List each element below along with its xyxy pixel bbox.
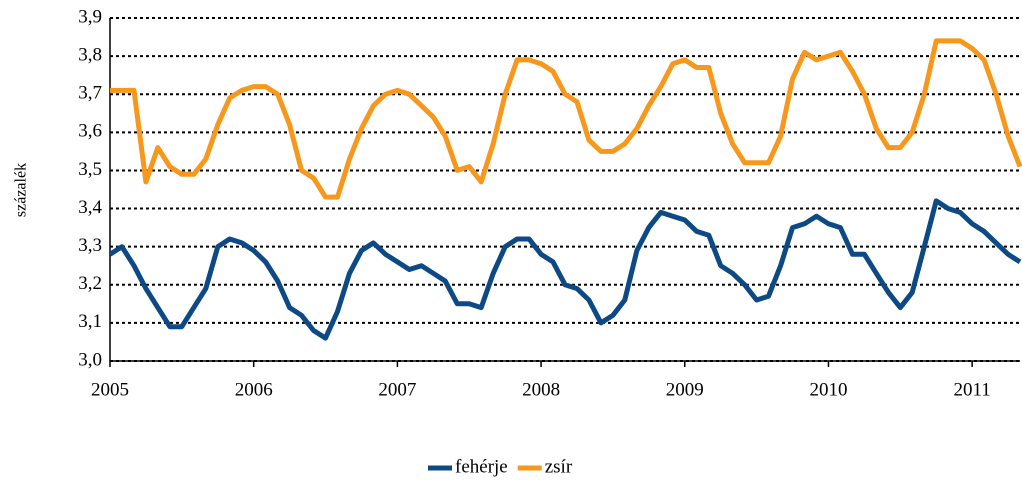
y-tick-label: 3,4	[78, 197, 102, 218]
x-tick-label: 2010	[809, 379, 847, 400]
y-tick-label: 3,3	[78, 235, 102, 256]
y-tick-label: 3,8	[78, 44, 102, 65]
x-tick-label: 2007	[378, 379, 416, 400]
y-tick-label: 3,6	[78, 121, 102, 142]
y-tick-label: 3,5	[78, 159, 102, 180]
y-tick-label: 3,1	[78, 311, 102, 332]
y-tick-label: 3,0	[78, 349, 102, 370]
legend-label: zsír	[545, 456, 573, 477]
y-tick-label: 3,9	[78, 6, 102, 27]
series-line	[108, 198, 1022, 341]
x-tick-label: 2011	[954, 379, 991, 400]
series-line	[110, 38, 1022, 200]
x-tick-label: 2009	[666, 379, 704, 400]
x-tick-label: 2005	[91, 379, 129, 400]
x-tick-label: 2008	[522, 379, 560, 400]
x-tick-label: 2006	[235, 379, 273, 400]
y-axis-label: százalék	[13, 163, 30, 217]
y-tick-label: 3,2	[78, 273, 102, 294]
legend-label: fehérje	[455, 456, 508, 477]
y-tick-label: 3,7	[78, 83, 102, 104]
